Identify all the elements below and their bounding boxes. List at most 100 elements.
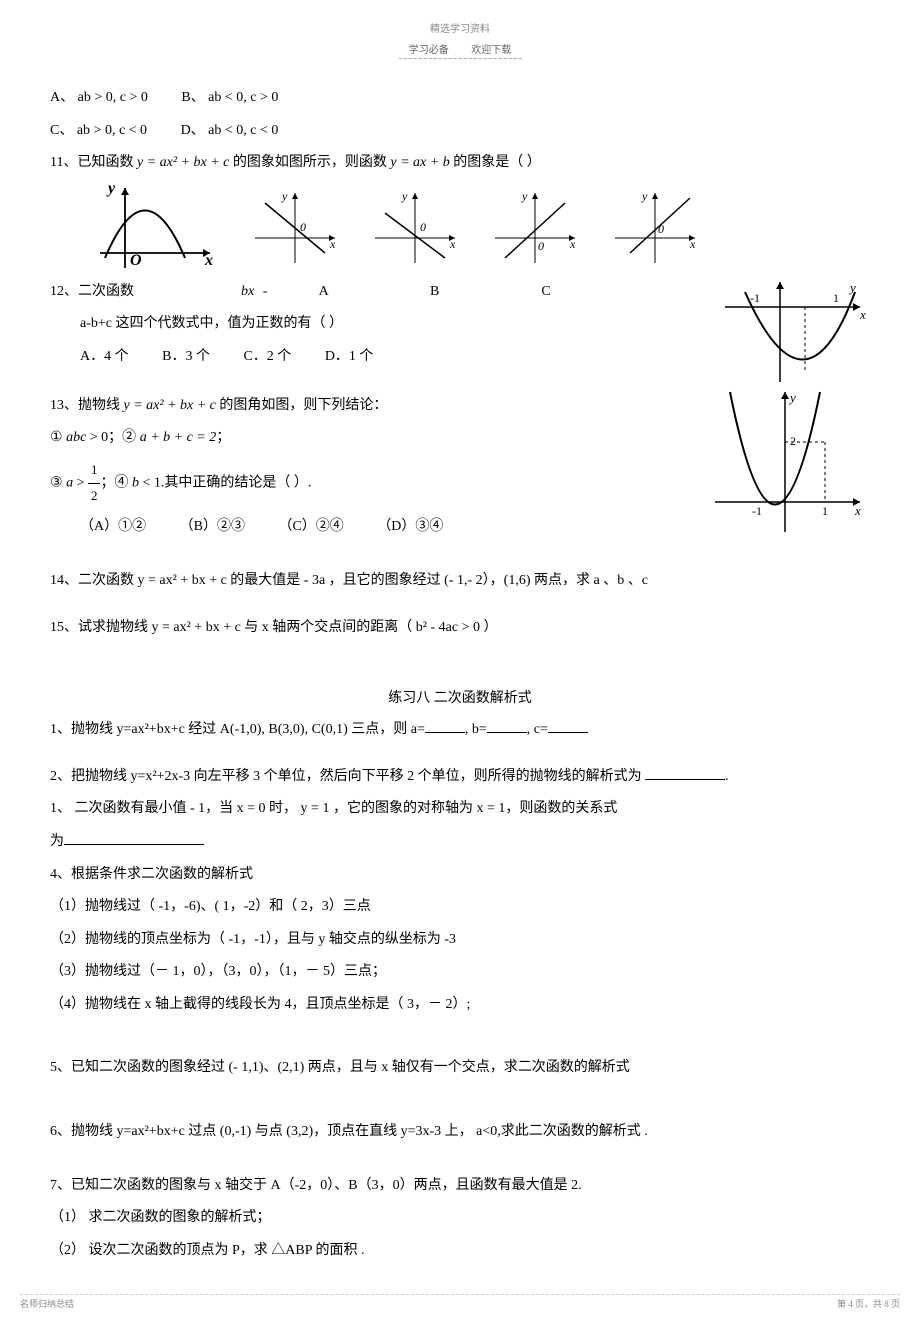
q10-options-row2: C、 ab > 0, c < 0 D、 ab < 0, c < 0 — [50, 118, 870, 145]
p8q1b-wei-text: 为 — [50, 834, 64, 849]
q10-optA: A、 ab > 0, c > 0 — [50, 85, 148, 112]
top-header: 精选学习资料 — [50, 20, 870, 35]
p8q7-1: （1） 求二次函数的图象的解析式； — [50, 1205, 870, 1232]
q13-formula: y = ax² + bx + c — [124, 398, 216, 413]
p8q1b-wei: 为 — [50, 829, 870, 856]
q12-labelC: C — [541, 284, 550, 299]
q11-formula: y = ax² + bx + c — [137, 155, 229, 170]
svg-text:y: y — [401, 189, 408, 203]
q13-post: 的图角如图，则下列结论： — [219, 398, 387, 413]
footer: 名师归纳总结 第 4 页，共 8 页 — [20, 1294, 900, 1310]
svg-text:x: x — [859, 307, 866, 322]
svg-text:-1: -1 — [750, 291, 760, 305]
q10-optD: D、 ab < 0, c < 0 — [181, 118, 279, 145]
p8q2-text: 2、把抛物线 y=x²+2x-3 向左平移 3 个单位，然后向下平移 2 个单位… — [50, 769, 645, 784]
svg-text:x: x — [854, 503, 861, 518]
q11-optC-graph: 0 y x — [490, 188, 580, 268]
svg-text:x: x — [569, 237, 576, 251]
q15: 15、试求抛物线 y = ax² + bx + c 与 x 轴两个交点间的距离（… — [50, 615, 870, 642]
q11-post: 的图象是（ ） — [453, 155, 541, 170]
svg-text:0: 0 — [420, 220, 426, 234]
q13-c3var: a — [66, 475, 73, 490]
p8q2: 2、把抛物线 y=x²+2x-3 向左平移 3 个单位，然后向下平移 2 个单位… — [50, 764, 870, 791]
blank-p8q1b — [64, 830, 204, 845]
p8q4-2: （2）抛物线的顶点坐标为（ -1，-1），且与 y 轴交点的纵坐标为 -3 — [50, 927, 870, 954]
svg-text:0: 0 — [538, 239, 544, 253]
blank-c — [548, 718, 588, 733]
p8q1: 1、抛物线 y=ax²+bx+c 经过 A(-1,0), B(3,0), C(0… — [50, 717, 870, 744]
q11-optA-graph: 0 y x — [250, 188, 340, 268]
q12-optD: D．1 个 — [325, 344, 374, 371]
svg-text:x: x — [689, 237, 696, 251]
q13-c4post: < 1.其中正确的结论是（ ）. — [139, 475, 311, 490]
q13-c4var: b — [132, 475, 139, 490]
p8q1b: 1、 二次函数有最小值 - 1，当 x = 0 时， y = 1 ，它的图象的对… — [50, 796, 870, 823]
q12-labelB: B — [430, 284, 439, 299]
svg-text:y: y — [281, 189, 288, 203]
svg-text:y: y — [641, 189, 648, 203]
q10-options-row1: A、 ab > 0, c > 0 B、 ab < 0, c > 0 — [50, 85, 870, 112]
svg-text:O: O — [130, 252, 142, 269]
p8q5: 5、已知二次函数的图象经过 (- 1,1)、(2,1) 两点，且与 x 轴仅有一… — [50, 1055, 870, 1082]
p8q7-2: （2） 设次二次函数的顶点为 P，求 △ABP 的面积 . — [50, 1238, 870, 1265]
q13-optC: （C）②④ — [278, 514, 343, 541]
q13-parabola: 2 -1 1 y x — [710, 387, 870, 537]
p8q4-4: （4）抛物线在 x 轴上截得的线段长为 4，且顶点坐标是（ 3，－ 2）; — [50, 992, 870, 1019]
q11-main-parabola: y O x — [90, 183, 220, 273]
q13-optD: （D）③④ — [377, 514, 443, 541]
blank-b — [487, 718, 527, 733]
q13-c2post: ； — [216, 430, 230, 445]
header-left: 学习必备 — [409, 45, 449, 56]
q11-text: 11、已知函数 y = ax² + bx + c 的图象如图所示，则函数 y =… — [50, 150, 870, 177]
svg-text:y: y — [788, 390, 796, 405]
svg-text:y: y — [521, 189, 528, 203]
svg-text:0: 0 — [300, 220, 306, 234]
svg-text:-1: -1 — [752, 504, 762, 518]
header-right: 欢迎下载 — [471, 45, 511, 56]
q10-optC: C、 ab > 0, c < 0 — [50, 118, 147, 145]
svg-text:y: y — [106, 183, 116, 197]
q11-graphs: y O x 0 y x 0 y x — [90, 183, 870, 273]
q12-labelA: A — [319, 284, 328, 299]
p8q7-title: 7、已知二次函数的图象与 x 轴交于 A（-2，0）、B（3，0）两点，且函数有… — [50, 1173, 870, 1200]
q12-optA: A．4 个 — [80, 344, 129, 371]
p8q1-pre: 1、抛物线 y=ax²+bx+c 经过 A(-1,0), B(3,0), C(0… — [50, 722, 425, 737]
svg-text:0: 0 — [658, 222, 664, 236]
section8-title: 练习八 二次函数解析式 — [50, 687, 870, 707]
q12-optC: C．2 个 — [243, 344, 291, 371]
page: 精选学习资料 学习必备 欢迎下载 A、 ab > 0, c > 0 B、 ab … — [0, 0, 920, 1320]
q13-c1f: abc — [66, 430, 86, 445]
p8q4-title: 4、根据条件求二次函数的解析式 — [50, 862, 870, 889]
q11-optB-graph: 0 y x — [370, 188, 460, 268]
p8q6: 6、抛物线 y=ax²+bx+c 过点 (0,-1) 与点 (3,2)，顶点在直… — [50, 1119, 870, 1146]
svg-text:y: y — [848, 280, 856, 295]
svg-text:x: x — [449, 237, 456, 251]
q13-pre: 13、抛物线 — [50, 398, 124, 413]
q14: 14、二次函数 y = ax² + bx + c 的最大值是 - 3a ，且它的… — [50, 568, 870, 595]
q12-bx: bx — [241, 284, 254, 299]
q13-c1post: > 0；② — [86, 430, 139, 445]
q10-optB: B、 ab < 0, c > 0 — [181, 85, 278, 112]
q11-pre: 11、已知函数 — [50, 155, 137, 170]
q13-optA: （A）①② — [80, 514, 146, 541]
q11-optD-graph: 0 y x — [610, 188, 700, 268]
svg-text:1: 1 — [822, 504, 828, 518]
q12-parabola: -1 1 y x — [720, 277, 870, 387]
blank-a — [425, 718, 465, 733]
p8q4-1: （1）抛物线过（ -1，-6)、( 1，-2）和（ 2，3）三点 — [50, 894, 870, 921]
svg-text:1: 1 — [833, 291, 839, 305]
q13-c1pre: ① — [50, 430, 66, 445]
p8q1-b: , b= — [465, 722, 487, 737]
sub-header: 学习必备 欢迎下载 — [399, 41, 522, 59]
q13-c3pre: ③ — [50, 475, 66, 490]
fraction-half: 12 — [88, 458, 101, 508]
svg-text:2: 2 — [790, 434, 796, 448]
q12-pre: 12、二次函数 — [50, 284, 134, 299]
svg-text:x: x — [329, 237, 336, 251]
q13-optB: （B）②③ — [180, 514, 245, 541]
q12-optB: B．3 个 — [162, 344, 210, 371]
svg-text:x: x — [204, 252, 213, 269]
q13-c2f: a + b + c = 2 — [140, 430, 217, 445]
q11-formula2: y = ax + b — [390, 155, 449, 170]
p8q1-c: , c= — [527, 722, 548, 737]
